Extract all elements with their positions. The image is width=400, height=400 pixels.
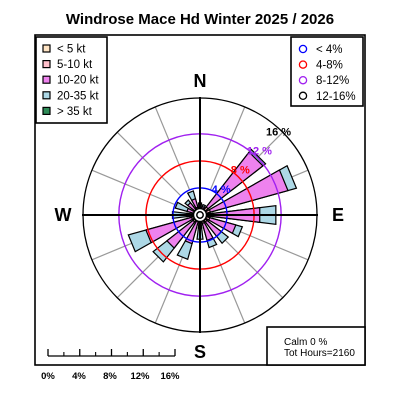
ring-label-12: 12 %: [247, 146, 272, 158]
ring-marker-2: [298, 75, 308, 85]
ring-legend-label-2: 8-12%: [316, 75, 349, 87]
speed-legend: < 5 kt 5-10 kt 10-20 kt 20-35 kt > 35 kt: [35, 36, 108, 124]
speed-label-0: < 5 kt: [57, 44, 86, 56]
speed-swatch-2: [42, 75, 51, 84]
percent-scale-bar: 0% 4% 8% 12% 16%: [41, 349, 180, 382]
bar-202.5-bin-2: [184, 214, 201, 245]
ring-marker-1: [298, 60, 308, 69]
ring-labels: 4 %8 % 12 % 16 %: [212, 126, 292, 195]
speed-label-3: 20-35 kt: [57, 90, 99, 102]
speed-label-4: > 35 kt: [57, 106, 93, 118]
hours-label: Tot Hours=2160: [284, 348, 355, 359]
bar-67.5-bin-2: [199, 169, 289, 216]
scale-label-0: 0%: [41, 371, 55, 382]
plot-frame: [34, 34, 366, 366]
speed-swatch-3: [42, 91, 51, 100]
ring-marker-3: [298, 91, 308, 101]
ring-legend-label-1: 4-8%: [316, 60, 343, 72]
scale-label-2: 8%: [103, 371, 117, 382]
info-box-frame: [266, 326, 366, 366]
ring-label-4: 4 %: [212, 184, 231, 196]
calm-circle: [192, 207, 208, 223]
cardinal-south: S: [194, 342, 206, 362]
chart-title: Windrose Mace Hd Winter 2025 / 2026: [66, 11, 334, 28]
ring-marker-0: [298, 44, 308, 54]
speed-swatch-0: [42, 44, 51, 53]
speed-label-2: 10-20 kt: [57, 75, 99, 87]
ring-legend-label-0: < 4%: [316, 44, 343, 56]
cardinal-east: E: [332, 205, 344, 225]
speed-swatch-4: [42, 106, 51, 116]
scale-label-4: 16%: [160, 371, 180, 382]
bar-247.5-bin-2: [145, 214, 201, 244]
cardinal-north: N: [194, 71, 207, 91]
speed-swatch-1: [42, 59, 51, 69]
scale-label-3: 12%: [130, 371, 150, 382]
bar-225-bin-2: [166, 214, 201, 249]
calm-circle-inner: [196, 211, 204, 219]
info-box: Calm 0 % Tot Hours=2160: [266, 326, 366, 366]
ring-legend-box: [290, 36, 364, 107]
calm-label: Calm 0 %: [284, 337, 327, 348]
ring-legend: < 4% 4-8% 8-12% 12-16%: [290, 36, 364, 107]
scale-label-1: 4%: [72, 371, 86, 382]
speed-label-1: 5-10 kt: [57, 59, 93, 71]
ring-label-16: 16 %: [266, 126, 291, 138]
ring-legend-label-3: 12-16%: [316, 91, 356, 103]
bar-45-bin-2: [199, 151, 264, 216]
ring-label-8: 8 %: [231, 165, 250, 177]
cardinal-west: W: [55, 205, 72, 225]
